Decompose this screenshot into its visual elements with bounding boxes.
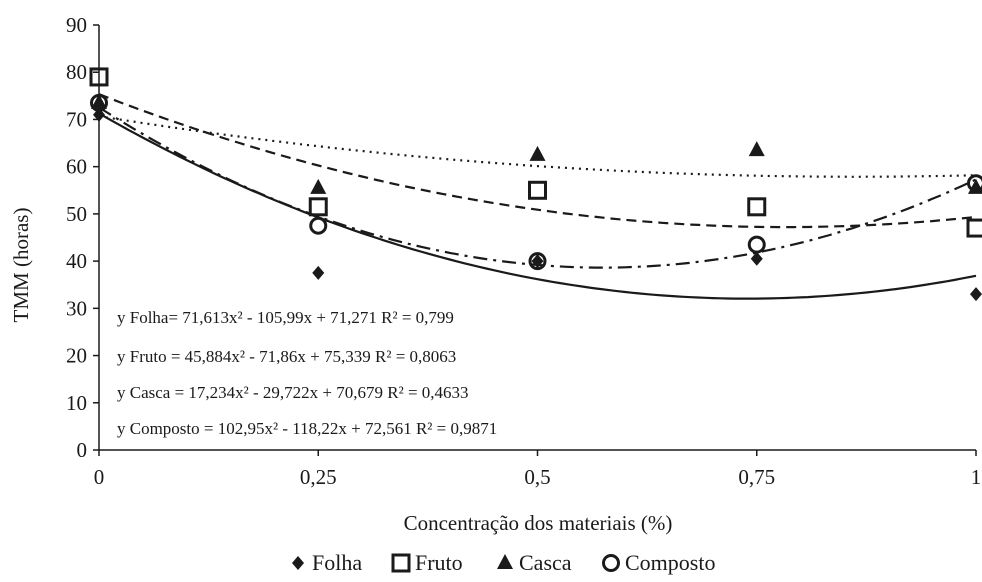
y-tick-label: 20 [66, 344, 87, 368]
point-fruto [528, 180, 547, 200]
legend-marker-composto [602, 554, 620, 572]
legend-label-fruto: Fruto [415, 550, 463, 575]
point-composto [528, 252, 547, 271]
equation-folha: y Folha= 71,613x² - 105,99x + 71,271 R² … [117, 308, 454, 327]
equation-fruto: y Fruto = 45,884x² - 71,86x + 75,339 R² … [117, 347, 456, 366]
y-axis-ticks: 0 10 20 30 40 50 60 70 80 90 [66, 13, 99, 462]
point-fruto [747, 197, 767, 217]
point-casca [748, 141, 765, 157]
legend-marker-folha [292, 556, 304, 570]
y-tick-label: 70 [66, 107, 87, 131]
point-fruto [966, 218, 982, 238]
x-tick-label: 0,75 [738, 465, 775, 489]
point-fruto [89, 67, 109, 87]
x-tick-label: 0 [94, 465, 105, 489]
x-axis-label: Concentração dos materiais (%) [404, 511, 673, 535]
point-fruto [308, 197, 328, 217]
legend-label-casca: Casca [519, 550, 572, 575]
x-tick-label: 0,25 [300, 465, 337, 489]
point-casca [529, 145, 546, 161]
point-casca [310, 178, 327, 194]
point-composto [309, 216, 328, 235]
data-points [89, 67, 982, 302]
y-tick-label: 30 [66, 296, 87, 320]
y-tick-label: 80 [66, 60, 87, 84]
equations: y Folha= 71,613x² - 105,99x + 71,271 R² … [117, 308, 497, 438]
point-folha [970, 287, 982, 302]
point-folha [531, 254, 544, 269]
trend-line-fruto [98, 93, 977, 229]
point-folha [750, 251, 763, 266]
legend: Folha Fruto Casca Composto [292, 550, 715, 575]
trend-line-casca [98, 115, 977, 178]
point-composto [90, 93, 108, 112]
trend-line-composto [98, 106, 977, 269]
legend-marker-casca [497, 554, 513, 569]
equation-composto: y Composto = 102,95x² - 118,22x + 72,561… [117, 419, 497, 438]
y-tick-label: 90 [66, 13, 87, 37]
point-composto [967, 174, 982, 193]
legend-label-composto: Composto [625, 550, 715, 575]
legend-marker-fruto [391, 553, 411, 573]
point-composto [747, 235, 766, 254]
y-axis-label: TMM (horas) [9, 208, 33, 323]
point-folha [312, 265, 325, 280]
x-tick-label: 1 [971, 465, 982, 489]
trend-line-folha [98, 112, 977, 300]
x-axis-ticks: 0 0,25 0,5 0,75 1 [94, 450, 982, 489]
y-tick-label: 10 [66, 391, 87, 415]
y-tick-label: 60 [66, 155, 87, 179]
x-tick-label: 0,5 [524, 465, 550, 489]
y-tick-label: 0 [77, 438, 88, 462]
point-casca [91, 93, 107, 109]
y-tick-label: 50 [66, 202, 87, 226]
equation-casca: y Casca = 17,234x² - 29,722x + 70,679 R²… [117, 383, 469, 402]
legend-label-folha: Folha [312, 550, 362, 575]
y-tick-label: 40 [66, 249, 87, 273]
